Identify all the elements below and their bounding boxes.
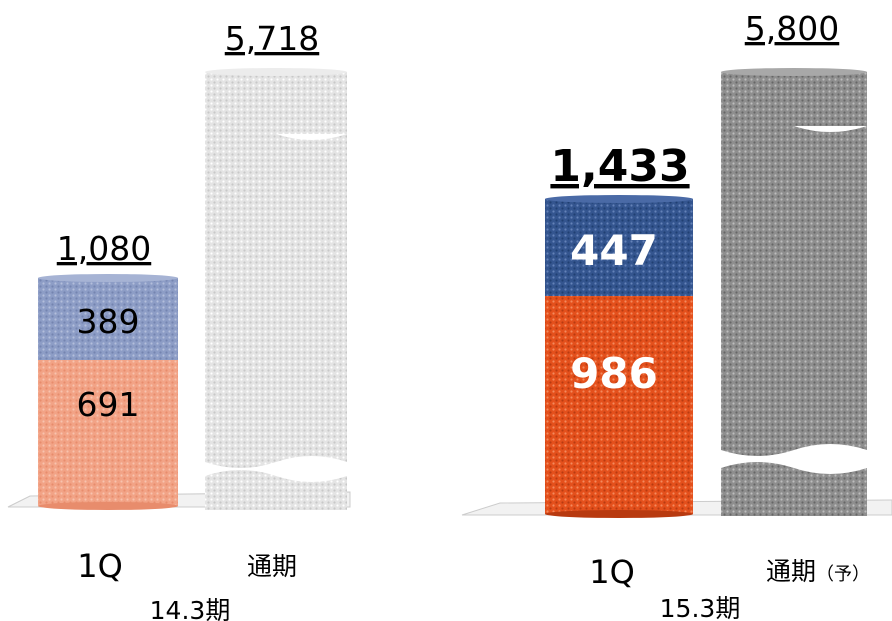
segment-label-lower-15-3: 986 bbox=[570, 349, 658, 398]
bar-fy-15-3-upper bbox=[721, 72, 867, 126]
bar-fy-14-3 bbox=[205, 68, 347, 510]
bar-1q-14-3-upper bbox=[38, 278, 178, 360]
group-label-15-3: 15.3期 bbox=[660, 594, 741, 621]
category-label-1q-15-3: 1Q bbox=[589, 553, 635, 591]
bar-1q-15-3-upper bbox=[545, 199, 693, 296]
bar-fy-14-3-upper bbox=[205, 72, 347, 134]
total-label-1q-15-3: 1,433 bbox=[550, 141, 689, 192]
category-label-fy-15-3: 通期（予） bbox=[766, 557, 870, 586]
bar-1q-15-3-lower bbox=[545, 296, 693, 514]
category-label-1q-14-3: 1Q bbox=[77, 547, 123, 585]
total-label-fy-14-3: 5,718 bbox=[225, 19, 319, 58]
bar-1q-14-3 bbox=[38, 274, 178, 510]
segment-label-lower-14-3: 691 bbox=[77, 385, 140, 424]
bar-1q-14-3-top bbox=[38, 274, 178, 282]
category-label-fy-15-3-suffix: （予） bbox=[816, 564, 870, 585]
group-label-14-3: 14.3期 bbox=[150, 596, 231, 621]
bar-fy-14-3-top bbox=[205, 68, 347, 76]
bar-fy-14-3-lower bbox=[205, 470, 347, 510]
bar-1q-15-3 bbox=[545, 195, 693, 518]
segment-label-upper-14-3: 389 bbox=[77, 302, 140, 341]
bar-fy-15-3-top bbox=[721, 68, 867, 76]
group-14-3: 1,080 5,718 389 691 1Q 通期 14.3期 bbox=[7, 19, 351, 621]
category-label-fy-14-3: 通期 bbox=[247, 552, 297, 581]
total-label-fy-15-3: 5,800 bbox=[745, 9, 839, 48]
bar-1q-14-3-lower bbox=[38, 360, 178, 506]
category-label-fy-15-3-main: 通期 bbox=[766, 557, 816, 586]
segment-label-upper-15-3: 447 bbox=[570, 226, 658, 275]
bar-1q-14-3-bottom bbox=[38, 502, 178, 510]
bar-1q-15-3-bottom bbox=[545, 510, 693, 518]
bar-fy-14-3-mid bbox=[205, 128, 347, 468]
bar-1q-15-3-top bbox=[545, 195, 693, 203]
bar-fy-15-3 bbox=[721, 68, 867, 516]
group-15-3: 1,433 5,800 447 986 1Q 通期（予） 15.3期 bbox=[461, 9, 892, 621]
bar-fy-15-3-mid bbox=[721, 120, 867, 456]
total-label-1q-14-3: 1,080 bbox=[57, 229, 151, 268]
bar-fy-15-3-lower bbox=[721, 462, 867, 516]
